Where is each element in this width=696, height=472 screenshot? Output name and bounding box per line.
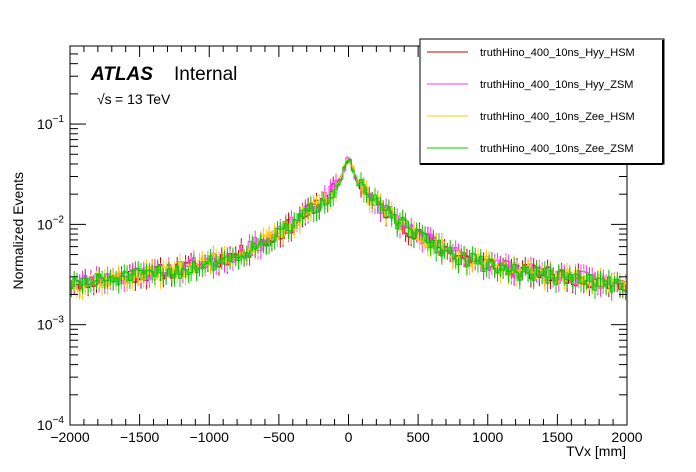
x-tick-label: −2000 (50, 429, 90, 445)
legend-label: truthHino_400_10ns_Zee_ZSM (480, 143, 633, 155)
y-tick-label: 10−3 (37, 315, 64, 333)
x-tick-labels: −2000 −1500 −1000 −500 0 500 1000 1500 2000 (50, 429, 642, 445)
legend-label: truthHino_400_10ns_Zee_HSM (480, 111, 635, 123)
x-axis-title: TVx [mm] (566, 443, 626, 459)
y-tick-exponent: −1 (53, 114, 65, 125)
legend: truthHino_400_10ns_Hyy_HSM truthHino_400_… (419, 38, 665, 165)
y-axis-title: Normalized Events (10, 172, 26, 290)
sqrt-s-symbol: √s (97, 91, 112, 107)
x-tick-label: 0 (345, 429, 353, 445)
x-tick-label: 1500 (542, 429, 573, 445)
legend-box (419, 38, 665, 165)
legend-entries: truthHino_400_10ns_Hyy_HSM truthHino_400_… (427, 47, 635, 155)
y-tick-label: 10−1 (37, 114, 64, 132)
y-tick-exponent: −2 (53, 214, 65, 225)
x-tick-label: −1500 (120, 429, 160, 445)
energy-label: = 13 TeV (115, 91, 171, 107)
legend-label: truthHino_400_10ns_Hyy_HSM (480, 47, 635, 59)
y-tick-exponent: −4 (53, 415, 65, 426)
y-tick-label: 10−2 (37, 214, 64, 232)
x-tick-label: −1000 (190, 429, 230, 445)
series-truthHino_400_10ns_Zee_ZSM (70, 157, 627, 301)
x-tick-label: 500 (406, 429, 430, 445)
legend-label: truthHino_400_10ns_Hyy_ZSM (480, 79, 633, 91)
series-line (70, 159, 627, 293)
atlas-label: ATLAS (90, 64, 153, 85)
x-tick-label: 2000 (611, 429, 642, 445)
internal-label: Internal (174, 64, 237, 85)
y-tick-exponent: −3 (53, 315, 65, 326)
series-truthHino_400_10ns_Zee_HSM (70, 157, 627, 300)
x-tick-label: −500 (263, 429, 295, 445)
series-error-bars (70, 157, 627, 301)
y-tick-labels: 10−410−310−210−1 (37, 114, 64, 433)
x-tick-label: 1000 (472, 429, 503, 445)
series-layer (70, 155, 627, 301)
